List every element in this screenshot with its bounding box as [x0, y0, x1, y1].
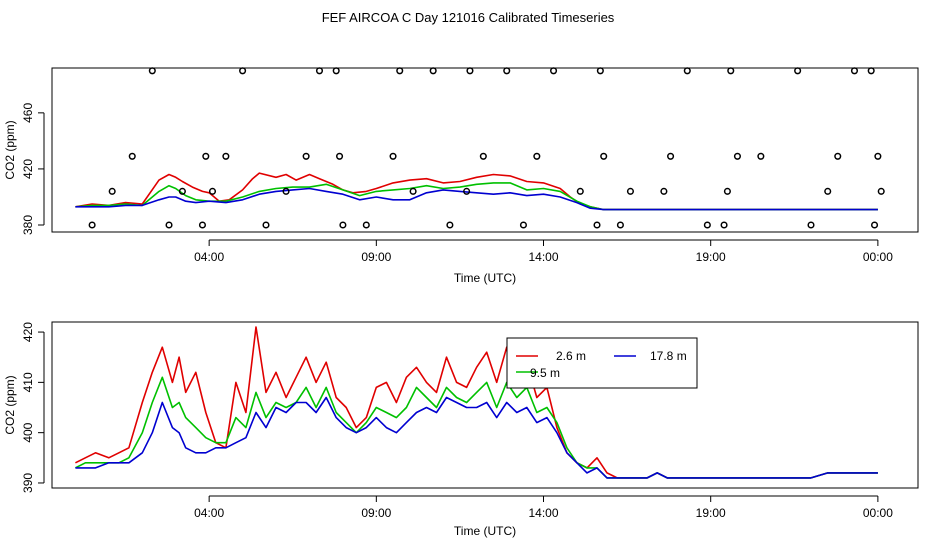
chart-title: FEF AIRCOA C Day 121016 Calibrated Times… [322, 10, 615, 25]
top-point-26 [479, 152, 487, 160]
legend-label-17-8m: 17.8 m [650, 349, 687, 363]
bottom-x-tick-label-2: 14:00 [528, 506, 558, 520]
bottom-y-tick-label-3: 420 [21, 322, 35, 342]
top-point-29 [533, 152, 541, 160]
bottom-y-tick-label-2: 410 [21, 372, 35, 392]
top-point-30 [549, 67, 558, 75]
top-point-8 [208, 187, 217, 195]
top-point-43 [727, 67, 735, 75]
top-point-36 [626, 187, 634, 195]
bottom-axis-ticks: 04:00 09:00 14:00 19:00 00:00 390 400 410 420 [21, 322, 893, 520]
top-point-19 [389, 152, 397, 160]
top-point-2 [128, 152, 136, 160]
top-point-54 [877, 187, 885, 195]
top-point-14 [315, 67, 324, 75]
top-series [75, 67, 885, 229]
top-point-45 [757, 152, 765, 160]
top-x-tick-label-1: 09:00 [361, 250, 391, 264]
bottom-x-tick-label-1: 09:00 [361, 506, 391, 520]
top-y-tick-label-2: 460 [21, 103, 35, 123]
top-point-32 [593, 221, 601, 229]
top-point-15 [332, 67, 340, 75]
top-series-line-2-6-m [75, 172, 878, 211]
top-point-5 [178, 187, 186, 195]
top-point-12 [282, 187, 290, 195]
top-point-0 [88, 221, 96, 229]
bottom-x-tick-label-0: 04:00 [194, 506, 224, 520]
top-x-axis-label: Time (UTC) [454, 271, 516, 285]
bottom-y-axis-label: CO2 (ppm) [3, 375, 17, 434]
top-point-1 [108, 187, 116, 195]
bottom-series [75, 326, 878, 479]
bottom-x-axis-label: Time (UTC) [454, 524, 516, 538]
legend-label-2-6m: 2.6 m [556, 349, 586, 363]
bottom-x-tick-label-3: 19:00 [696, 506, 726, 520]
top-point-3 [148, 67, 156, 75]
top-point-7 [202, 152, 210, 160]
top-series-line-17-8-m [75, 187, 878, 211]
top-point-25 [466, 67, 474, 75]
top-y-tick-label-0: 380 [21, 215, 35, 235]
top-point-46 [794, 67, 802, 75]
top-point-53 [874, 152, 882, 160]
bottom-series-line-2-6-m [75, 326, 878, 479]
top-point-31 [576, 187, 584, 195]
top-point-9 [222, 152, 230, 160]
top-point-24 [463, 187, 471, 195]
top-series-line-9-5-m [75, 182, 878, 211]
top-point-39 [683, 67, 691, 75]
top-point-41 [720, 221, 728, 229]
top-point-4 [165, 221, 173, 229]
bottom-y-tick-label-0: 390 [21, 473, 35, 493]
top-point-49 [834, 152, 842, 160]
top-point-10 [239, 67, 247, 75]
top-point-33 [596, 67, 604, 75]
top-point-21 [409, 187, 417, 195]
top-point-16 [336, 152, 344, 160]
top-x-tick-label-3: 19:00 [696, 250, 726, 264]
top-point-48 [824, 187, 832, 195]
top-point-17 [339, 221, 347, 229]
bottom-y-tick-label-1: 400 [21, 422, 35, 442]
top-point-42 [723, 187, 731, 195]
top-panel: 04:00 09:00 14:00 19:00 00:00 380 420 460 Time … [3, 67, 919, 285]
top-plot-frame [51, 67, 919, 233]
top-y-tick-label-1: 420 [21, 159, 35, 179]
legend: 2.6 m 17.8 m 9.5 m [506, 337, 698, 389]
top-point-22 [429, 67, 437, 75]
top-point-52 [870, 221, 879, 229]
top-point-44 [733, 152, 741, 160]
bottom-series-line-17-8-m [75, 396, 878, 479]
top-axis-ticks: 04:00 09:00 14:00 19:00 00:00 380 420 460 [21, 103, 893, 264]
bottom-plot-frame [51, 321, 919, 489]
top-point-28 [519, 221, 528, 229]
top-point-23 [446, 221, 454, 229]
top-point-20 [396, 67, 404, 75]
top-x-tick-label-4: 00:00 [863, 250, 893, 264]
top-point-40 [703, 221, 711, 229]
bottom-panel: 04:00 09:00 14:00 19:00 00:00 390 400 410 420 Ti… [3, 321, 919, 538]
top-x-tick-label-0: 04:00 [194, 250, 224, 264]
top-point-27 [503, 67, 511, 75]
top-point-38 [667, 152, 675, 160]
top-point-11 [262, 221, 270, 229]
top-point-35 [616, 221, 624, 229]
top-point-34 [600, 152, 608, 160]
top-point-47 [807, 221, 815, 229]
top-point-13 [302, 152, 310, 160]
bottom-x-tick-label-4: 00:00 [863, 506, 893, 520]
top-x-tick-label-2: 14:00 [528, 250, 558, 264]
legend-box [506, 337, 698, 389]
legend-label-9-5m: 9.5 m [530, 366, 560, 380]
top-point-6 [198, 221, 207, 229]
top-y-axis-label: CO2 (ppm) [3, 120, 17, 179]
top-point-18 [362, 221, 370, 229]
top-point-51 [867, 67, 875, 75]
top-point-50 [850, 67, 859, 75]
top-point-37 [660, 187, 668, 195]
bottom-series-line-9-5-m [75, 376, 878, 479]
